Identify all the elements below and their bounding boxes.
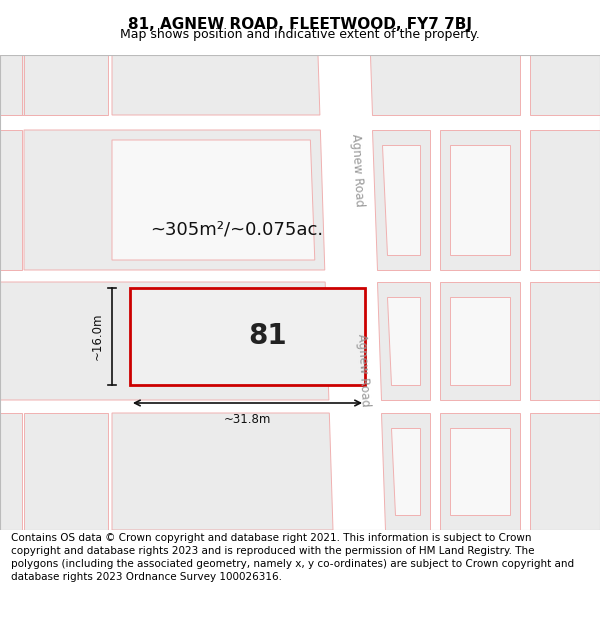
- Polygon shape: [0, 282, 329, 400]
- Polygon shape: [530, 130, 600, 270]
- Text: ~31.8m: ~31.8m: [224, 413, 271, 426]
- Polygon shape: [0, 130, 22, 270]
- Polygon shape: [373, 130, 430, 270]
- Polygon shape: [320, 55, 383, 530]
- Text: Map shows position and indicative extent of the property.: Map shows position and indicative extent…: [120, 28, 480, 41]
- Polygon shape: [0, 413, 22, 530]
- Polygon shape: [112, 140, 315, 260]
- Polygon shape: [112, 55, 320, 115]
- Polygon shape: [0, 55, 105, 115]
- Polygon shape: [24, 55, 108, 115]
- Text: 81, AGNEW ROAD, FLEETWOOD, FY7 7BJ: 81, AGNEW ROAD, FLEETWOOD, FY7 7BJ: [128, 16, 472, 31]
- Polygon shape: [391, 428, 420, 515]
- Polygon shape: [450, 145, 510, 255]
- Text: ~305m²/~0.075ac.: ~305m²/~0.075ac.: [150, 221, 323, 239]
- Polygon shape: [387, 297, 420, 385]
- Polygon shape: [440, 413, 520, 530]
- Polygon shape: [24, 413, 108, 530]
- Polygon shape: [370, 55, 520, 115]
- Text: Agnew Road: Agnew Road: [349, 133, 365, 207]
- Polygon shape: [530, 413, 600, 530]
- Polygon shape: [382, 145, 420, 255]
- Text: ~16.0m: ~16.0m: [91, 312, 104, 360]
- Polygon shape: [440, 130, 520, 270]
- Polygon shape: [0, 55, 22, 115]
- Text: Agnew Road: Agnew Road: [355, 333, 372, 407]
- Polygon shape: [24, 130, 325, 270]
- Polygon shape: [450, 428, 510, 515]
- Polygon shape: [377, 282, 430, 400]
- Bar: [0, 400, 600, 413]
- Polygon shape: [112, 413, 333, 530]
- Polygon shape: [530, 282, 600, 400]
- Polygon shape: [450, 297, 510, 385]
- Text: 81: 81: [248, 322, 287, 351]
- Bar: [0, 270, 600, 282]
- Polygon shape: [382, 413, 430, 530]
- Polygon shape: [530, 55, 600, 115]
- Bar: [0, 115, 600, 130]
- Polygon shape: [440, 282, 520, 400]
- Text: Contains OS data © Crown copyright and database right 2021. This information is : Contains OS data © Crown copyright and d…: [11, 533, 574, 582]
- Polygon shape: [130, 288, 365, 385]
